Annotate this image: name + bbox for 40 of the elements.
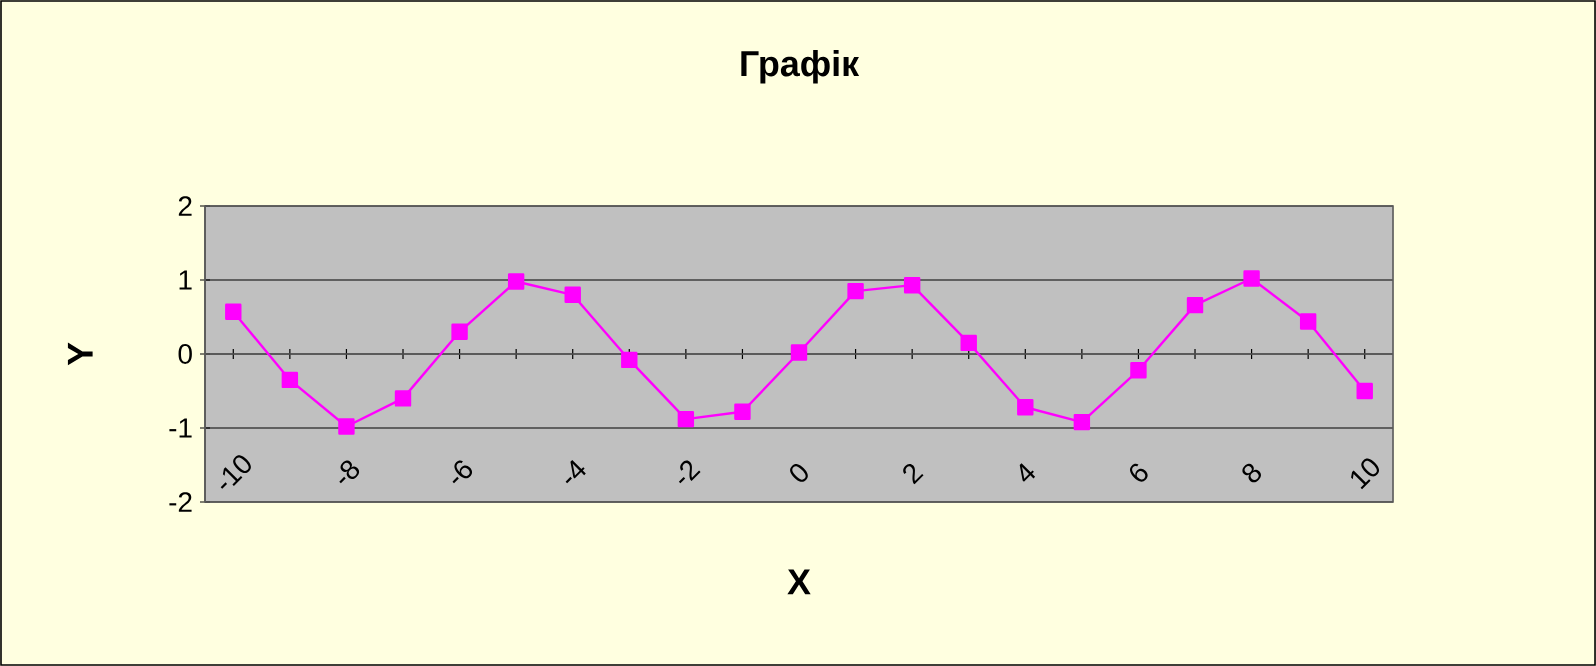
x-tick-label: -2	[678, 460, 701, 484]
point	[1299, 313, 1317, 330]
point	[394, 390, 412, 407]
point	[338, 418, 355, 435]
x-tick-label: -4	[565, 459, 586, 484]
x-tick-label: -6	[452, 460, 473, 484]
x-tick-label: -8	[339, 460, 360, 484]
point	[677, 410, 695, 428]
x-tick-label: 0	[790, 464, 808, 482]
point	[225, 303, 242, 321]
point	[960, 334, 977, 352]
point	[847, 282, 864, 300]
x-tick-label: -10	[220, 455, 251, 489]
x-tick-label: 6	[1129, 463, 1148, 482]
point	[451, 323, 468, 340]
y-tick-label: -2	[169, 492, 192, 512]
point	[1356, 382, 1373, 400]
y-axis-title: Y	[67, 342, 93, 366]
point	[1130, 362, 1147, 379]
point	[1073, 413, 1091, 431]
point	[1186, 296, 1204, 314]
y-tick-label: 0	[178, 344, 192, 364]
point	[790, 344, 808, 361]
y-tick-label: 1	[179, 270, 192, 290]
point	[281, 371, 299, 389]
point	[1243, 270, 1260, 287]
point	[564, 286, 581, 303]
chart-title: Графік	[741, 50, 860, 84]
x-tick-label: 4	[1019, 463, 1036, 482]
point	[903, 276, 921, 294]
point	[734, 403, 751, 420]
point	[1017, 399, 1034, 416]
point	[621, 351, 638, 369]
x-tick-label: 10	[1351, 458, 1380, 490]
x-tick-label: 2	[903, 463, 924, 485]
y-tick-label: -1	[169, 418, 192, 438]
y-tick-label: 2	[178, 196, 192, 216]
x-axis-title: X	[787, 569, 811, 595]
point	[507, 273, 525, 290]
x-tick-label: 8	[1242, 463, 1261, 483]
